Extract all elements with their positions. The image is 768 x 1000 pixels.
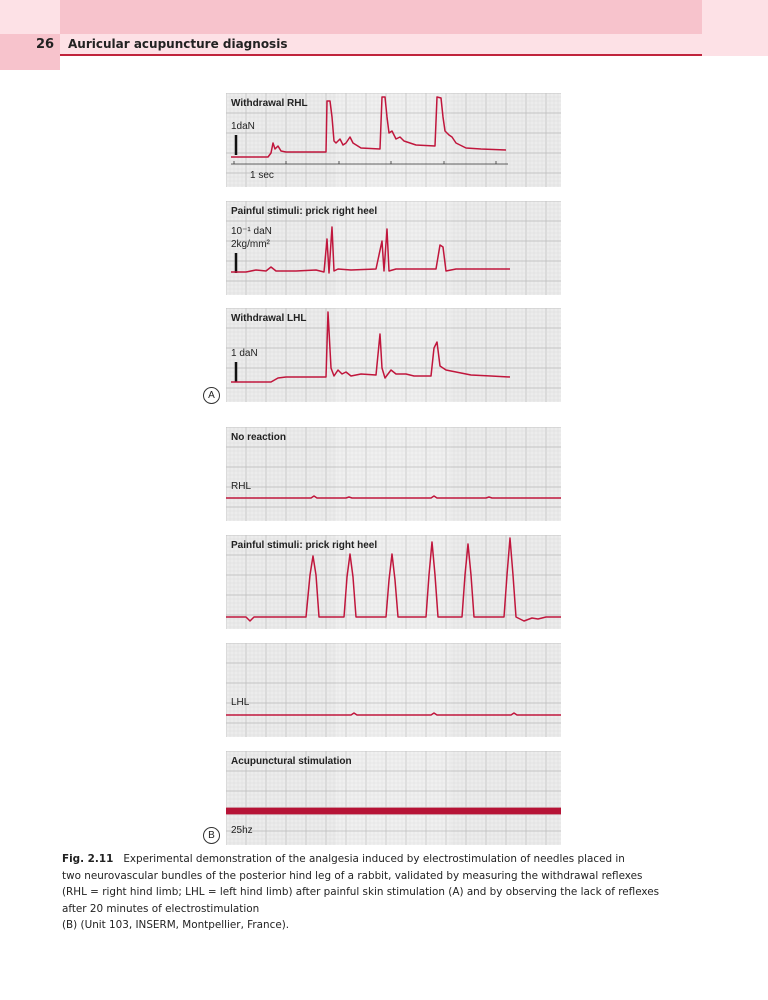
caption-line: (B) (Unit 103, INSERM, Montpellier, Fran… [62,919,290,932]
trace-panel-lhl: LHL [226,643,561,737]
panel-grid [226,93,561,187]
figure-caption: Fig. 2.11 Experimental demonstration of t… [62,851,702,934]
trace-panel-withdrawal-rhl: Withdrawal RHL 1daN 1 sec [226,93,561,187]
panel-grid [226,308,561,402]
time-scale-label: 1 sec [250,170,274,181]
panel-grid [226,535,561,629]
stimulus-trace [231,226,510,274]
figure-label: Fig. 2.11 [62,853,114,865]
panel-title: Painful stimuli: prick right heel [231,540,377,551]
trace-panel-withdrawal-lhl: Withdrawal LHL 1 daN [226,308,561,402]
time-ticks [233,161,497,164]
trace-panel-no-reaction: No reaction RHL [226,427,561,521]
trace-panel-painful-stimuli-b: Painful stimuli: prick right heel [226,535,561,629]
caption-text: Experimental demonstration of the analge… [123,853,625,865]
stimulation-pulses [226,807,561,815]
panel-grid [226,201,561,295]
header-rule [60,54,702,56]
scale-label: 10⁻¹ daN [231,226,272,237]
panel-title: Withdrawal LHL [231,313,306,324]
scale-label: 1 daN [231,348,258,359]
caption-line: after 20 minutes of electrostimulation [62,902,260,915]
header-margin-band [702,0,768,56]
group-b-marker: B [203,827,220,844]
group-a-marker: A [203,387,220,404]
scale-label: 1daN [231,121,255,132]
header-band-accent [60,0,702,34]
trace-label: RHL [231,481,251,492]
panel-grid [226,751,561,845]
trace-panel-acupunctural-stimulation: Acupunctural stimulation 25hz [226,751,561,845]
page-number: 26 [36,37,55,52]
trace-label: LHL [231,697,250,708]
stimulation-band [226,808,561,814]
panel-title: Painful stimuli: prick right heel [231,206,377,217]
rhl-trace [226,495,561,499]
caption-line: Fig. 2.11 Experimental demonstration of t… [62,851,702,868]
panel-title: Withdrawal RHL [231,98,308,109]
lhl-trace [226,712,561,716]
caption-line: two neurovascular bundles of the posteri… [62,869,643,882]
panel-title: Acupunctural stimulation [231,756,352,767]
stimulus-trace [226,537,561,622]
panel-grid [226,643,561,737]
panel-grid [226,427,561,521]
header-page-tab [0,34,60,70]
reflex-trace [231,311,511,383]
reflex-trace [231,96,507,158]
trace-panel-painful-stimuli-a: Painful stimuli: prick right heel 10⁻¹ d… [226,201,561,295]
scale-unit-label: 2kg/mm² [231,239,271,250]
trace-label: 25hz [231,825,253,836]
running-title: Auricular acupuncture diagnosis [68,37,288,51]
caption-line: (RHL = right hind limb; LHL = left hind … [62,886,660,899]
panel-title: No reaction [231,432,286,443]
